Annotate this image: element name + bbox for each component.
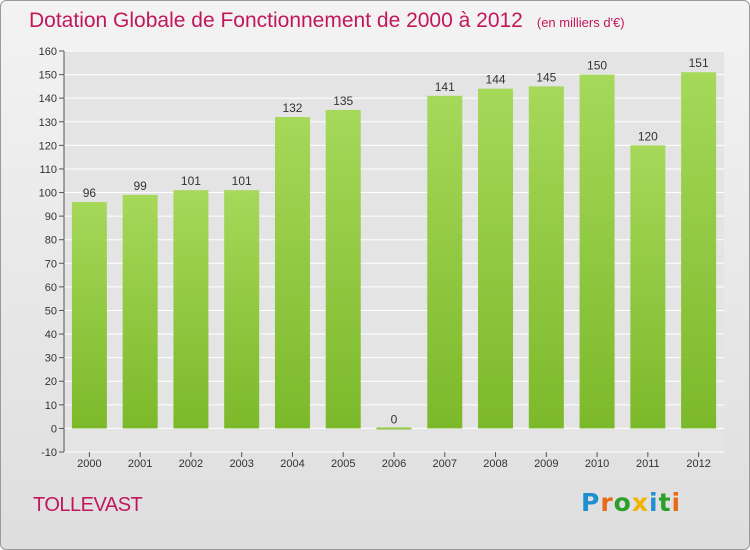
data-label: 135 (333, 94, 353, 108)
y-tick-label: 70 (45, 258, 57, 270)
proxiti-logo: Proxiti (581, 488, 682, 517)
data-label: 144 (486, 73, 506, 87)
y-tick-label: 140 (39, 93, 57, 105)
title-text: Dotation Globale de Fonctionnement de 20… (29, 9, 523, 32)
y-tick-label: 0 (51, 423, 57, 435)
bar (427, 95, 463, 429)
plot-area (64, 51, 724, 452)
y-tick-label: 30 (45, 353, 57, 365)
y-tick-label: 160 (39, 46, 57, 58)
commune-name: TOLLEVAST (33, 494, 143, 516)
chart-title: Dotation Globale de Fonctionnement de 20… (29, 9, 625, 33)
x-tick-label: 2008 (483, 458, 507, 470)
y-tick-label: 110 (39, 164, 57, 176)
data-label: 96 (83, 186, 97, 200)
bar (681, 72, 717, 429)
bar (122, 194, 158, 429)
data-label: 132 (282, 101, 302, 115)
data-label: 145 (536, 70, 556, 84)
data-label: 101 (232, 174, 252, 188)
bar (325, 109, 361, 429)
bar (528, 86, 564, 429)
y-tick-label: 150 (39, 70, 57, 82)
y-tick-label: -10 (41, 447, 57, 459)
y-tick-label: 50 (45, 305, 57, 317)
x-tick-label: 2007 (433, 458, 457, 470)
data-label: 120 (638, 129, 658, 143)
y-tick-label: 100 (39, 188, 57, 200)
bar (274, 117, 310, 429)
x-tick-label: 2012 (686, 458, 710, 470)
y-tick-label: 90 (45, 211, 57, 223)
bar (376, 427, 412, 430)
data-label: 150 (587, 59, 607, 73)
x-tick-label: 2001 (128, 458, 152, 470)
x-tick-label: 2004 (280, 458, 304, 470)
data-label: 0 (391, 412, 398, 426)
x-tick-label: 2005 (331, 458, 355, 470)
x-tick-label: 2000 (77, 458, 101, 470)
y-tick-label: 20 (45, 376, 57, 388)
chart-subtitle: (en milliers d'€) (536, 15, 625, 30)
x-tick-label: 2002 (179, 458, 203, 470)
x-tick-label: 2010 (585, 458, 609, 470)
data-label: 141 (435, 80, 455, 94)
y-tick-label: 120 (39, 140, 57, 152)
bar (579, 74, 615, 429)
data-label: 101 (181, 174, 201, 188)
bar (173, 190, 209, 429)
x-tick-label: 2003 (229, 458, 253, 470)
x-tick-label: 2011 (636, 458, 660, 470)
y-tick-label: 80 (45, 235, 57, 247)
bar (224, 190, 260, 429)
bar (71, 201, 107, 429)
y-tick-label: 40 (45, 329, 57, 341)
y-tick-label: 10 (45, 400, 57, 412)
data-label: 151 (689, 56, 709, 70)
x-tick-label: 2006 (382, 458, 406, 470)
x-tick-label: 2009 (534, 458, 558, 470)
data-label: 99 (133, 179, 147, 193)
y-tick-label: 60 (45, 282, 57, 294)
y-tick-label: 130 (39, 117, 57, 129)
bar (630, 145, 666, 429)
bar (478, 88, 514, 429)
